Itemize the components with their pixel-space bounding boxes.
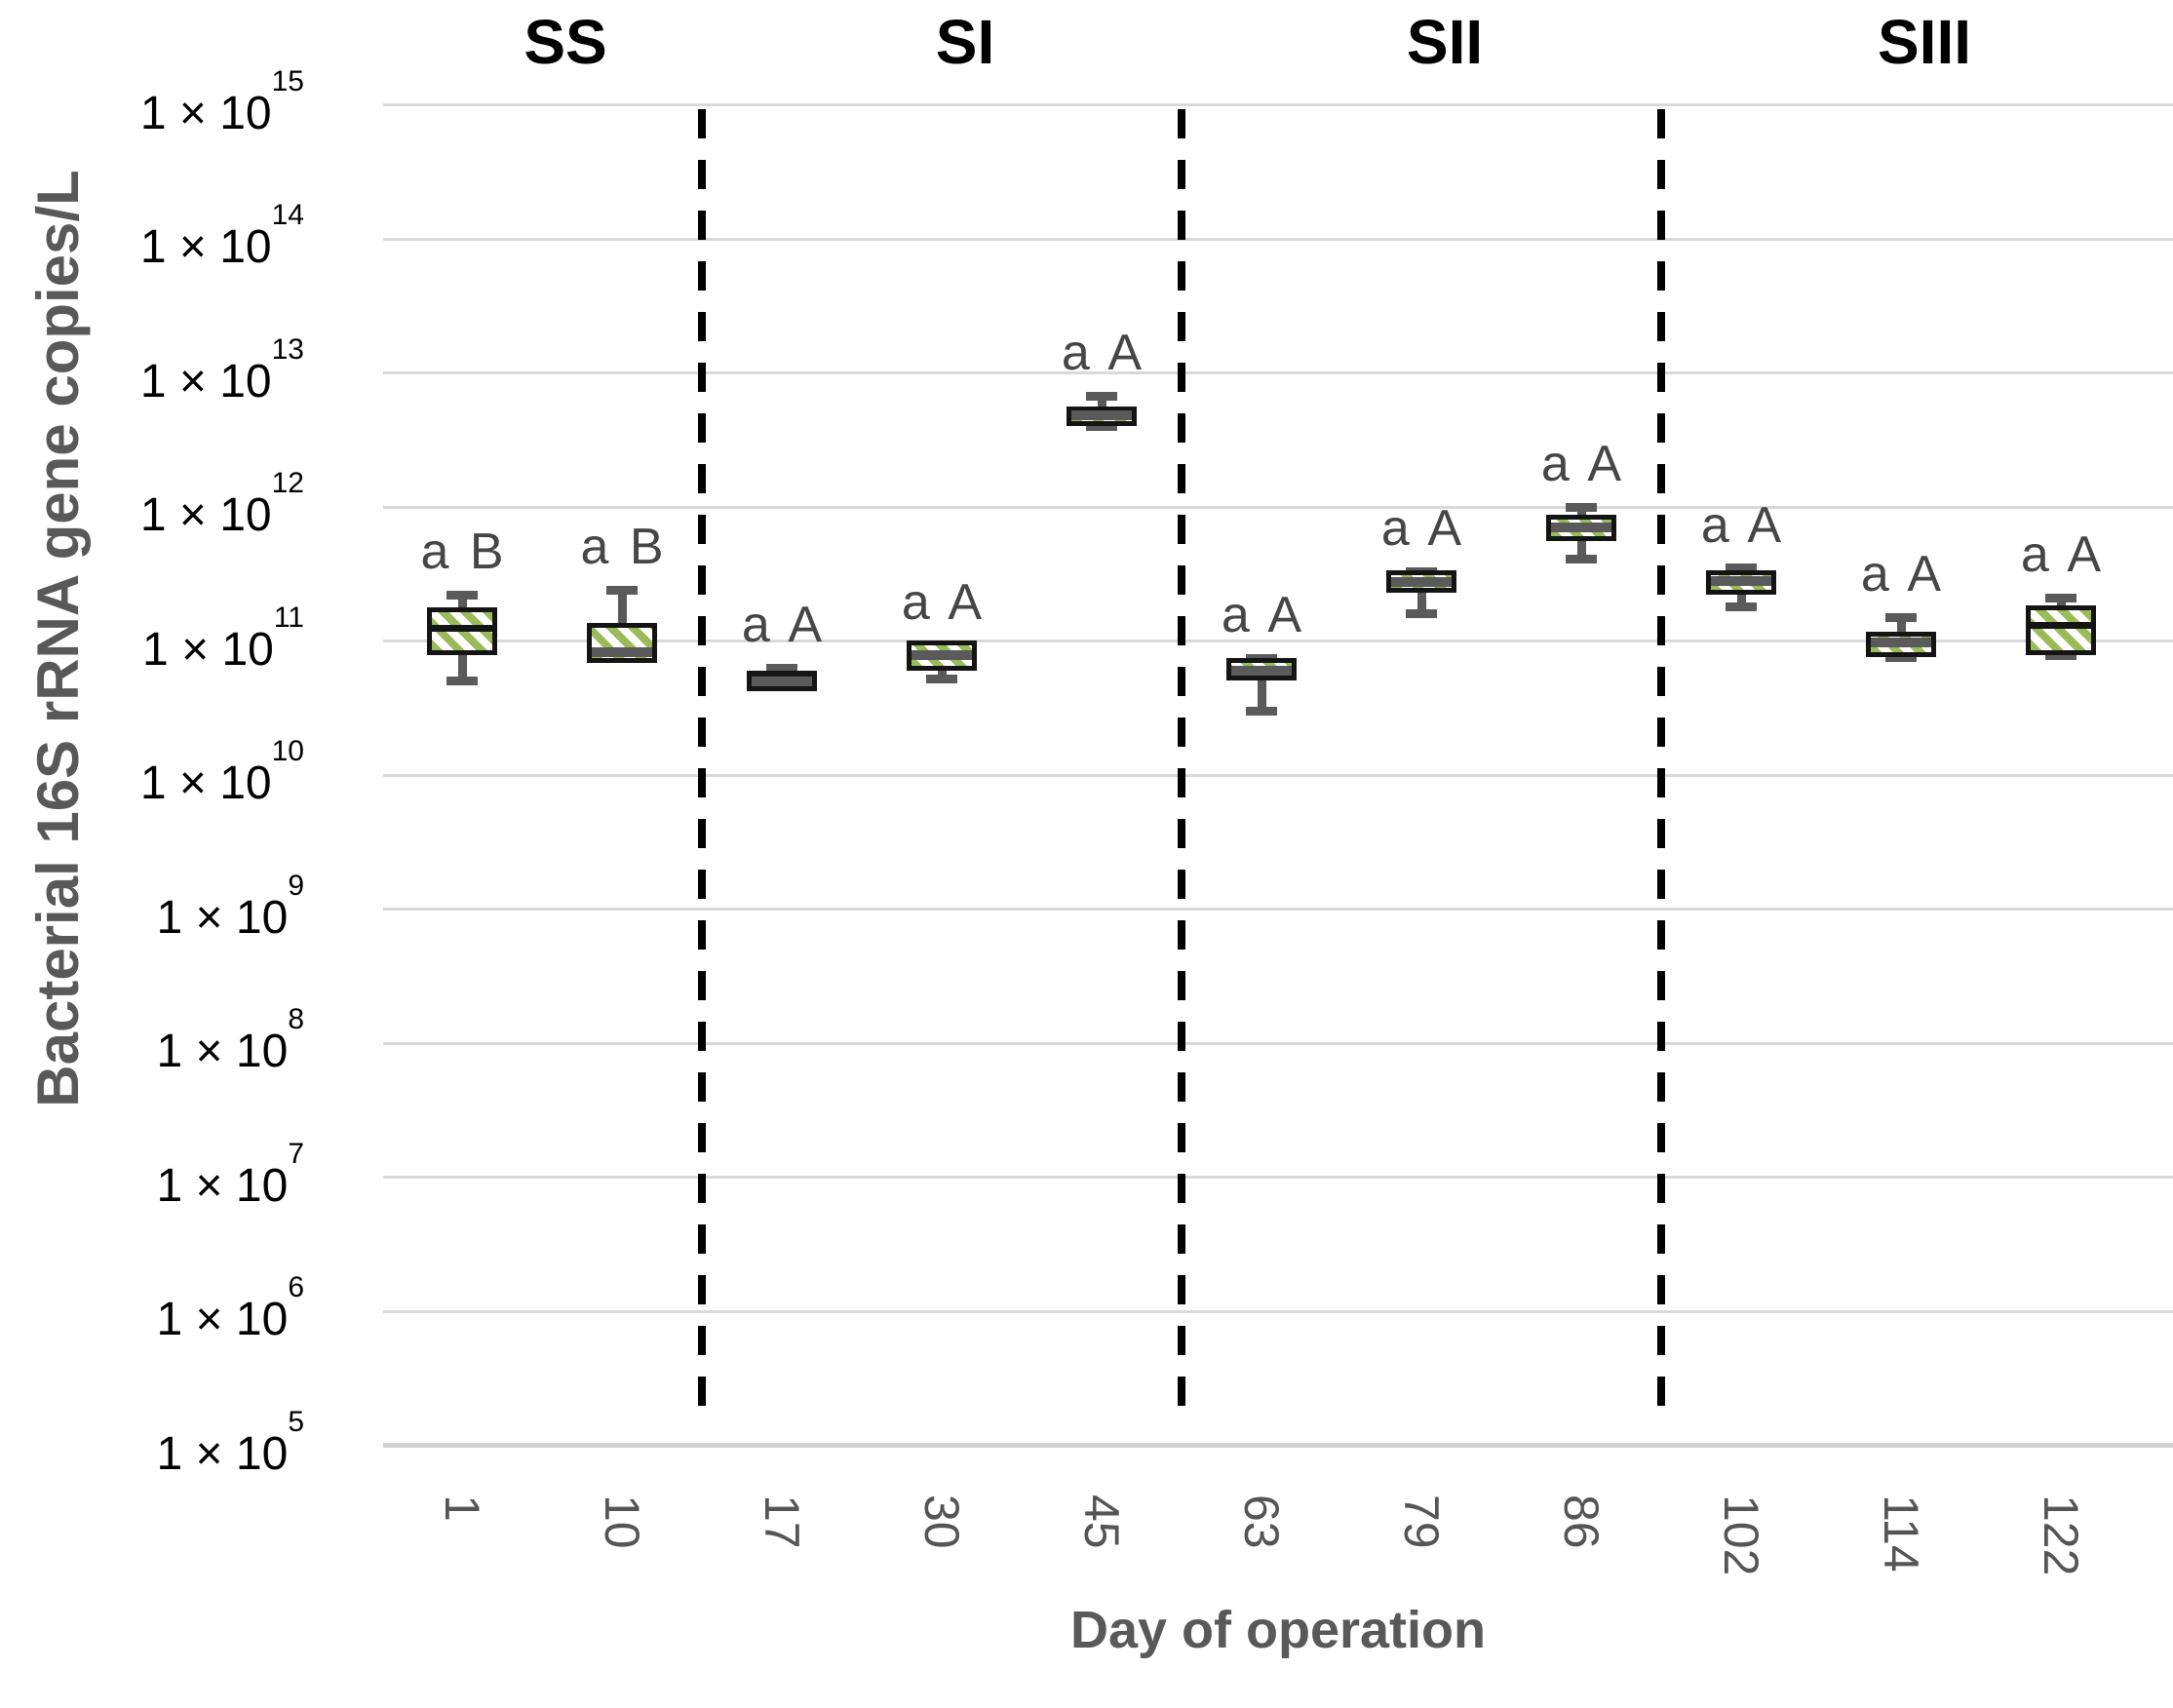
median-line bbox=[1071, 410, 1132, 421]
median-line bbox=[427, 624, 497, 632]
whisker-cap-bottom bbox=[1726, 602, 1757, 611]
section-divider-line bbox=[1657, 109, 1665, 1412]
section-label-sii: SII bbox=[1406, 7, 1484, 77]
y-tick-label: 1 × 1013 bbox=[0, 333, 304, 415]
median-line bbox=[1391, 577, 1452, 588]
y-tick-base: 1 × 10 bbox=[142, 623, 274, 676]
y-tick-base: 1 × 10 bbox=[139, 221, 272, 273]
box-annotation: a A bbox=[1061, 325, 1143, 382]
y-gridline bbox=[383, 103, 2173, 106]
whisker-stem bbox=[1416, 571, 1426, 614]
whisker-cap-bottom bbox=[1246, 706, 1277, 716]
y-gridline bbox=[383, 1443, 2173, 1448]
y-tick-base: 1 × 10 bbox=[139, 757, 272, 809]
median-line bbox=[1551, 523, 1611, 533]
y-gridline bbox=[383, 371, 2173, 374]
y-gridline bbox=[383, 908, 2173, 911]
median-line bbox=[912, 650, 972, 661]
box-annotation: a A bbox=[1700, 496, 1782, 554]
whisker-cap-bottom bbox=[1566, 554, 1597, 563]
y-gridline bbox=[383, 237, 2173, 241]
y-tick-exponent: 9 bbox=[288, 869, 304, 902]
y-tick-label: 1 × 108 bbox=[0, 1003, 304, 1085]
whisker-cap-bottom bbox=[1406, 608, 1437, 618]
median-line bbox=[1871, 638, 1931, 648]
y-tick-label: 1 × 1015 bbox=[0, 65, 304, 147]
median-line bbox=[752, 676, 812, 686]
box-annotation: a A bbox=[1221, 587, 1302, 644]
y-tick-base: 1 × 10 bbox=[139, 87, 272, 139]
y-tick-exponent: 13 bbox=[271, 332, 304, 366]
median-line bbox=[1231, 666, 1292, 676]
y-tick-exponent: 12 bbox=[271, 467, 304, 499]
box-annotation: a A bbox=[901, 574, 983, 632]
whisker-cap-top bbox=[446, 590, 478, 600]
whisker-cap-bottom bbox=[1885, 653, 1917, 663]
y-gridline bbox=[383, 1041, 2173, 1045]
whisker-cap-top bbox=[606, 585, 638, 595]
y-tick-exponent: 15 bbox=[271, 64, 304, 97]
y-tick-base: 1 × 10 bbox=[156, 1427, 289, 1480]
whisker-stem bbox=[1257, 658, 1266, 712]
y-tick-exponent: 11 bbox=[273, 601, 304, 634]
whisker-cap-top bbox=[1885, 612, 1917, 622]
box-annotation: a A bbox=[741, 597, 823, 654]
box-rect bbox=[2026, 604, 2096, 655]
box-annotation: a B bbox=[420, 524, 504, 581]
box-annotation: a A bbox=[1380, 500, 1462, 558]
section-label-si: SI bbox=[935, 7, 995, 77]
section-label-siii: SIII bbox=[1877, 7, 1972, 77]
y-tick-label: 1 × 1012 bbox=[0, 467, 304, 549]
section-label-ss: SS bbox=[524, 7, 607, 77]
box-annotation: a A bbox=[1860, 546, 1942, 603]
median-line bbox=[1711, 576, 1771, 587]
y-tick-label: 1 × 109 bbox=[0, 870, 304, 951]
whisker-cap-top bbox=[1726, 563, 1757, 573]
y-tick-exponent: 14 bbox=[271, 199, 304, 231]
y-gridline bbox=[383, 505, 2173, 509]
y-tick-base: 1 × 10 bbox=[156, 1026, 289, 1077]
y-tick-label: 1 × 1011 bbox=[0, 602, 304, 683]
y-tick-base: 1 × 10 bbox=[139, 355, 272, 408]
whisker-cap-bottom bbox=[2045, 650, 2076, 660]
y-tick-base: 1 × 10 bbox=[156, 891, 289, 944]
y-tick-exponent: 10 bbox=[271, 735, 304, 767]
x-axis-title: Day of operation bbox=[1069, 1601, 1487, 1659]
y-gridline bbox=[383, 1309, 2173, 1313]
y-tick-base: 1 × 10 bbox=[139, 489, 272, 541]
y-gridline bbox=[383, 640, 2173, 642]
y-tick-label: 1 × 106 bbox=[0, 1271, 304, 1353]
y-tick-label: 1 × 1014 bbox=[0, 199, 304, 281]
whisker-cap-top bbox=[1566, 502, 1597, 512]
y-tick-label: 1 × 107 bbox=[0, 1138, 304, 1220]
median-line bbox=[2026, 622, 2096, 630]
whisker-cap-bottom bbox=[1086, 421, 1117, 431]
y-tick-base: 1 × 10 bbox=[156, 1294, 289, 1345]
box-annotation: a B bbox=[580, 519, 664, 576]
whisker-cap-top bbox=[766, 663, 797, 673]
y-tick-exponent: 7 bbox=[288, 1137, 304, 1170]
box-annotation: a A bbox=[1540, 436, 1622, 492]
whisker-cap-bottom bbox=[446, 677, 478, 686]
y-tick-exponent: 5 bbox=[288, 1405, 304, 1438]
section-divider-line bbox=[1178, 109, 1185, 1412]
whisker-cap-top bbox=[1086, 391, 1117, 401]
box-annotation: a A bbox=[2020, 526, 2102, 584]
whisker-cap-bottom bbox=[926, 675, 957, 684]
y-tick-exponent: 8 bbox=[288, 1003, 304, 1035]
section-divider-line bbox=[698, 109, 706, 1412]
y-tick-base: 1 × 10 bbox=[156, 1159, 289, 1212]
whisker-cap-top bbox=[2045, 593, 2076, 602]
y-gridline bbox=[383, 773, 2173, 777]
y-tick-exponent: 6 bbox=[288, 1271, 304, 1303]
median-line bbox=[592, 647, 652, 658]
y-tick-label: 1 × 105 bbox=[0, 1406, 304, 1488]
y-tick-label: 1 × 1010 bbox=[0, 735, 304, 817]
y-gridline bbox=[383, 1176, 2173, 1179]
